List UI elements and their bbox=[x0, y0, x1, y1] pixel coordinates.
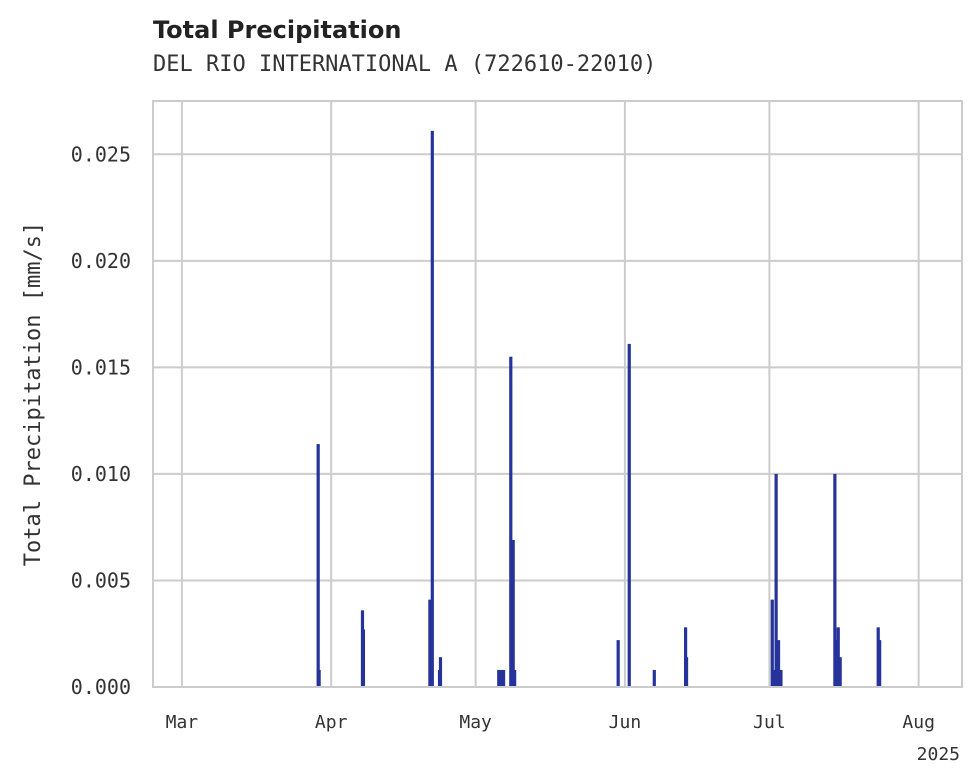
precipitation-bar bbox=[838, 657, 842, 687]
precipitation-bar bbox=[428, 599, 432, 687]
y-tick-label: 0.000 bbox=[71, 675, 131, 699]
precipitation-bar bbox=[770, 599, 774, 687]
bar-series bbox=[316, 130, 882, 687]
y-axis-ticks: 0.000 0.005 0.010 0.015 0.020 0.025 bbox=[71, 142, 131, 699]
y-tick-label: 0.020 bbox=[71, 249, 131, 273]
x-tick-label: Jul bbox=[753, 712, 786, 733]
x-tick-label: Apr bbox=[315, 712, 348, 733]
x-axis-ticks: Mar Apr May Jun Jul Aug bbox=[166, 712, 935, 733]
y-tick-label: 0.010 bbox=[71, 462, 131, 486]
plot-frame bbox=[152, 100, 963, 688]
precipitation-bar bbox=[501, 669, 506, 687]
precipitation-bar bbox=[316, 444, 320, 687]
precipitation-bar bbox=[438, 657, 443, 687]
precipitation-bar bbox=[430, 130, 434, 687]
chart-subtitle: DEL RIO INTERNATIONAL A (722610-22010) bbox=[153, 52, 657, 77]
x-axis-year-label: 2025 bbox=[917, 744, 960, 765]
y-tick-label: 0.015 bbox=[71, 355, 131, 379]
precipitation-bar bbox=[776, 640, 781, 687]
y-axis-label: Total Precipitation [mm/s] bbox=[21, 222, 46, 566]
y-tick-label: 0.025 bbox=[71, 142, 131, 166]
precipitation-bar bbox=[683, 627, 688, 687]
precipitation-bar bbox=[361, 629, 366, 687]
precipitation-bar bbox=[652, 669, 656, 687]
precipitation-bar bbox=[497, 669, 501, 687]
precipitation-bar bbox=[684, 657, 689, 687]
precipitation-bar bbox=[878, 640, 882, 687]
precipitation-bar bbox=[833, 473, 837, 687]
precipitation-bar bbox=[627, 343, 631, 687]
precipitation-bar bbox=[513, 669, 517, 687]
x-tick-label: Aug bbox=[902, 712, 935, 733]
precipitation-bar bbox=[499, 669, 503, 687]
precipitation-bar bbox=[834, 640, 838, 687]
x-tick-label: May bbox=[459, 712, 492, 733]
precipitation-bar bbox=[772, 669, 776, 687]
grid-lines bbox=[153, 101, 962, 688]
precipitation-bar bbox=[616, 640, 620, 687]
x-tick-label: Jun bbox=[609, 712, 642, 733]
precipitation-bar bbox=[836, 627, 840, 687]
precipitation-bar bbox=[511, 539, 515, 687]
precipitation-bar bbox=[774, 473, 778, 687]
chart-title: Total Precipitation bbox=[153, 16, 402, 44]
precipitation-bar bbox=[779, 669, 783, 687]
precipitation-bar bbox=[509, 356, 513, 687]
precipitation-bar bbox=[317, 669, 321, 687]
x-tick-label: Mar bbox=[166, 712, 199, 733]
y-tick-label: 0.005 bbox=[71, 568, 131, 592]
